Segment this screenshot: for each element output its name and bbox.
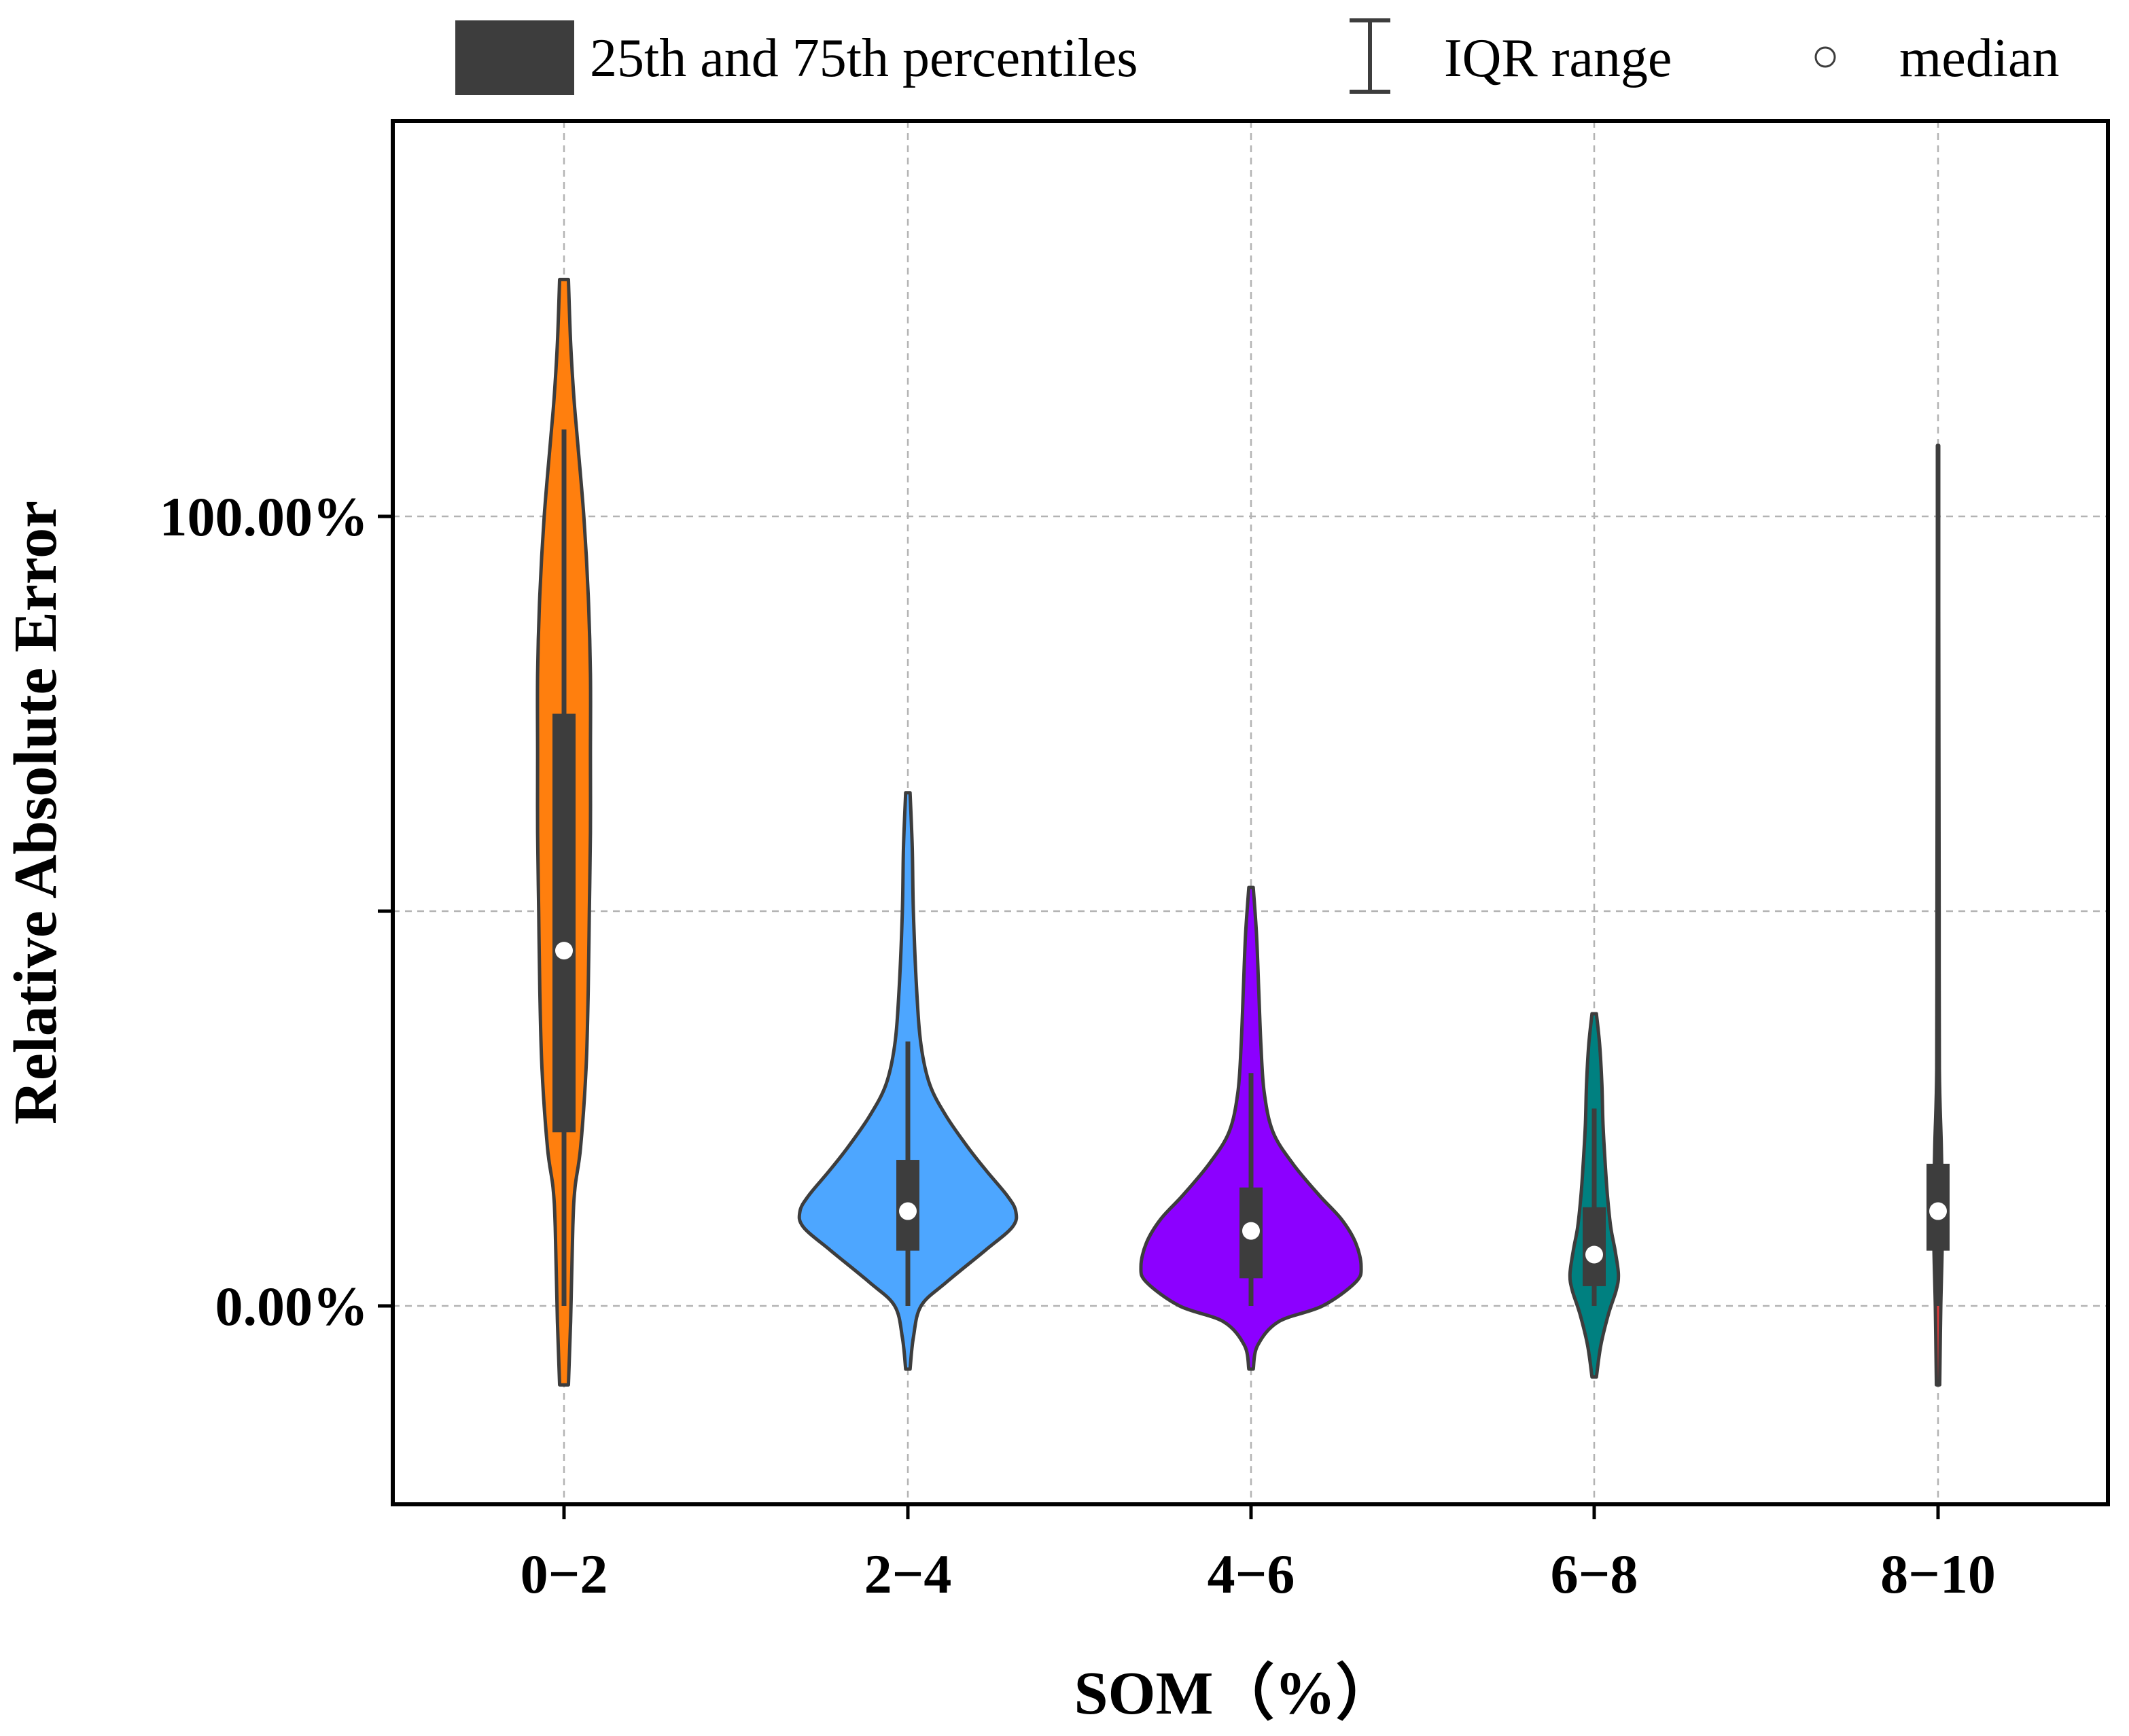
violin-median [1585,1245,1603,1264]
y-axis-title: Relative Absolute Error [2,501,69,1124]
violin-group-4−6 [1139,885,1363,1371]
violin-median [899,1202,917,1220]
y-tick-label: 0.00% [215,1275,369,1337]
legend-label-median: median [1899,29,2059,88]
y-tick-label: 100.00% [160,486,369,548]
x-ticks: 0−2 2−4 4−6 6−8 8−10 [521,1504,1996,1605]
x-tick-label: 8−10 [1880,1543,1996,1605]
violin-median [555,942,573,960]
x-tick-label: 0−2 [521,1543,608,1605]
legend-label-percentiles: 25th and 75th percentiles [590,29,1138,88]
violins [535,277,1950,1387]
x-axis-title: SOM（%） [1074,1660,1396,1727]
violin-group-0−2 [535,277,593,1387]
violin-group-2−4 [797,791,1019,1371]
y-ticks: 0.00% 100.00% [160,486,393,1337]
legend-median-icon [1814,46,1836,68]
x-tick-label: 4−6 [1208,1543,1295,1605]
legend: 25th and 75th percentiles IQR range medi… [455,18,2059,95]
x-tick-label: 2−4 [864,1543,952,1605]
violin-group-8−10 [1926,443,1950,1387]
violin-median [1929,1202,1947,1220]
x-tick-label: 6−8 [1551,1543,1638,1605]
violin-group-6−8 [1568,1012,1621,1379]
violin-iqr-box [552,713,576,1133]
legend-label-iqr: IQR range [1444,29,1672,88]
legend-box-swatch [455,20,574,95]
legend-whisker-icon [1350,18,1390,94]
violin-median [1242,1222,1260,1240]
